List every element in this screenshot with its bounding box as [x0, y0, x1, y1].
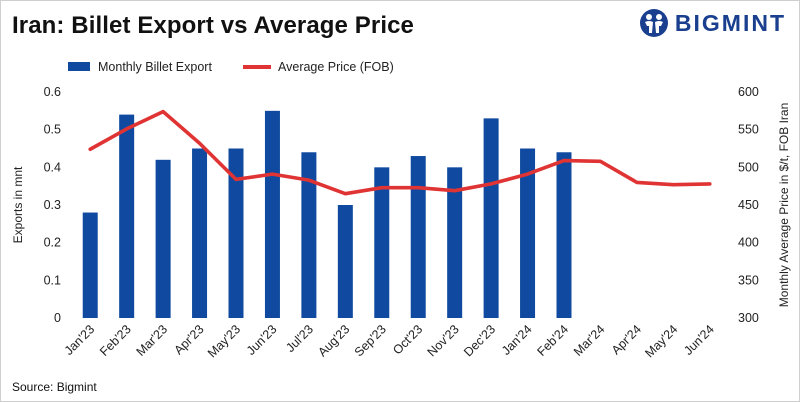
- bar: [264, 110, 280, 318]
- brand-name: BIGMINT: [674, 9, 786, 36]
- y-tick-label: 0.6: [44, 85, 61, 99]
- y-tick-label: 0.5: [44, 123, 61, 137]
- x-tick-label: Aug'23: [315, 322, 352, 359]
- x-tick-label: Jun'24: [681, 322, 717, 358]
- x-tick-label: Jan'24: [499, 322, 535, 358]
- bar: [337, 205, 353, 318]
- y-axis-right: 300 350 400 450 500 550 600 Monthly Average Pri…: [738, 85, 791, 325]
- y-tick-label: 0.1: [44, 273, 61, 287]
- bar: [301, 152, 317, 318]
- x-tick-label: Jun'23: [244, 322, 280, 358]
- brand-logo-icon: [639, 9, 668, 37]
- y-axis-title: Exports in mnt: [11, 166, 25, 243]
- y2-tick-label: 600: [738, 85, 759, 99]
- x-tick-label: Feb'23: [97, 322, 134, 359]
- bar: [192, 148, 208, 318]
- x-tick-label: Feb'24: [534, 322, 571, 359]
- y2-tick-label: 500: [738, 160, 759, 174]
- bar: [483, 118, 499, 318]
- bar: [228, 148, 244, 318]
- x-tick-label: Oct'23: [390, 322, 425, 357]
- brand-logo: BIGMINT: [639, 8, 786, 38]
- x-tick-label: Apr'23: [171, 322, 206, 357]
- x-tick-label: Mar'23: [134, 322, 171, 359]
- x-tick-label: Nov'23: [425, 322, 462, 359]
- bar: [119, 114, 135, 318]
- y2-tick-label: 350: [738, 273, 759, 287]
- y2-tick-label: 550: [738, 123, 759, 137]
- bar: [374, 167, 390, 318]
- x-tick-label: Sep'23: [352, 322, 389, 359]
- y-tick-label: 0.4: [44, 160, 61, 174]
- source-note: Source: Bigmint: [12, 380, 97, 394]
- y2-tick-label: 450: [738, 198, 759, 212]
- legend-swatch-bar: [68, 62, 90, 71]
- legend-label-bar: Monthly Billet Export: [98, 60, 212, 74]
- bar: [556, 152, 572, 318]
- y2-axis-title: Monthly Average Price in $/t, FOB Iran: [777, 103, 791, 308]
- y-axis-left: 0 0.1 0.2 0.3 0.4 0.5 0.6 Exports in mnt: [11, 85, 61, 325]
- bar-series: [82, 110, 572, 318]
- x-tick-label: Mar'24: [571, 322, 608, 359]
- x-tick-label: Jan'23: [62, 322, 98, 358]
- y-tick-label: 0: [54, 311, 61, 325]
- x-tick-label: Apr'24: [609, 322, 644, 357]
- bar: [155, 159, 171, 318]
- price-line: [88, 109, 712, 196]
- x-tick-label: Jul'23: [283, 322, 316, 355]
- y2-tick-label: 400: [738, 236, 759, 250]
- line-series: [88, 109, 712, 196]
- x-tick-label: May'24: [642, 322, 680, 360]
- x-tick-label: May'23: [205, 322, 243, 360]
- bar: [520, 148, 536, 318]
- chart-title: Iran: Billet Export vs Average Price: [12, 12, 414, 39]
- bar: [447, 167, 463, 318]
- y-tick-label: 0.2: [44, 236, 61, 250]
- bar: [410, 156, 426, 318]
- legend: Monthly Billet Export Average Price (FOB): [68, 60, 394, 74]
- x-tick-label: Dec'23: [461, 322, 498, 359]
- bar: [82, 212, 98, 318]
- legend-label-line: Average Price (FOB): [278, 60, 394, 74]
- y2-tick-label: 300: [738, 311, 759, 325]
- y-tick-label: 0.3: [44, 198, 61, 212]
